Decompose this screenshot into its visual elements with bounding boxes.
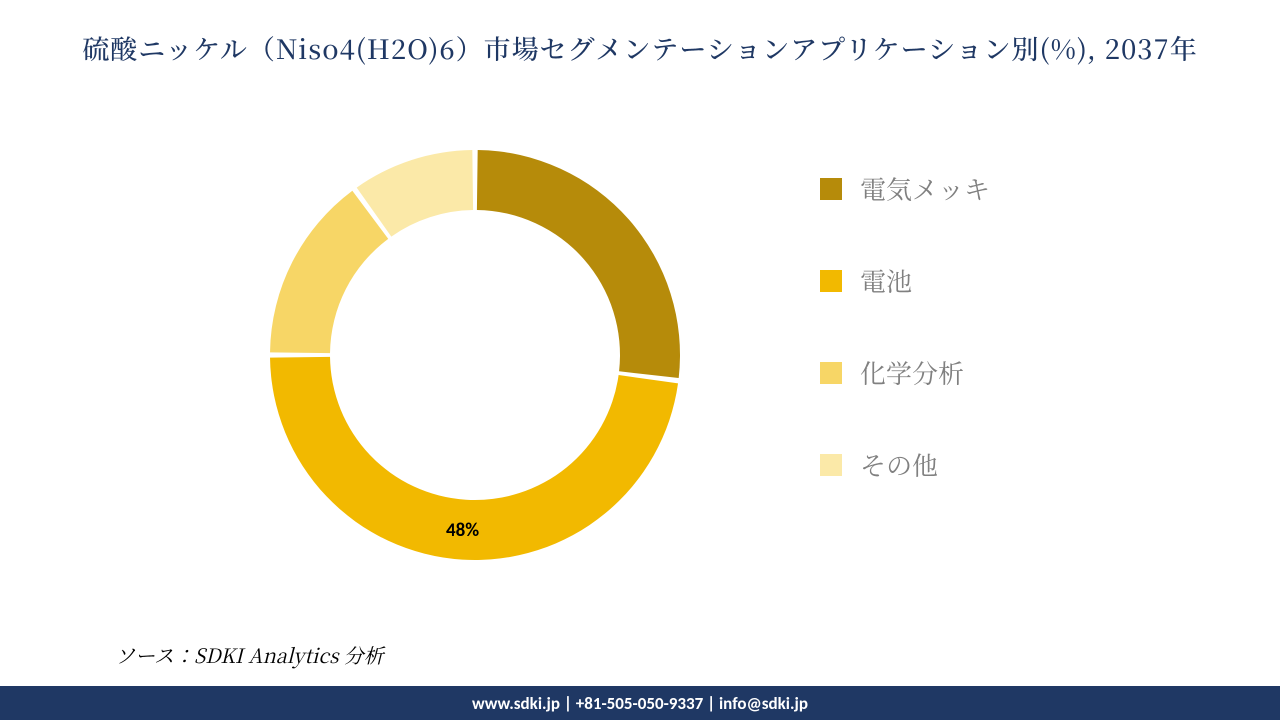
donut-slice	[270, 191, 388, 353]
chart-legend: 電気メッキ電池化学分析その他	[820, 170, 990, 483]
legend-swatch	[820, 362, 842, 384]
legend-label: 化学分析	[860, 354, 964, 391]
donut-svg	[250, 130, 700, 580]
legend-item: 電池	[820, 262, 990, 299]
footer-text: www.sdki.jp | +81-505-050-9337 | info@sd…	[472, 693, 808, 714]
slice-value-label: 48%	[446, 519, 479, 542]
donut-chart: 48%	[250, 130, 700, 580]
legend-label: 電池	[860, 262, 912, 299]
legend-item: 電気メッキ	[820, 170, 990, 207]
legend-label: その他	[860, 446, 938, 483]
legend-swatch	[820, 178, 842, 200]
footer-bar: www.sdki.jp | +81-505-050-9337 | info@sd…	[0, 686, 1280, 720]
donut-slice	[477, 150, 680, 378]
legend-item: その他	[820, 446, 990, 483]
page-title: 硫酸ニッケル（Niso4(H2O)6）市場セグメンテーションアプリケーション別(…	[0, 28, 1280, 67]
legend-label: 電気メッキ	[860, 170, 990, 207]
legend-item: 化学分析	[820, 354, 990, 391]
source-attribution: ソース：SDKI Analytics 分析	[115, 640, 384, 669]
legend-swatch	[820, 454, 842, 476]
legend-swatch	[820, 270, 842, 292]
